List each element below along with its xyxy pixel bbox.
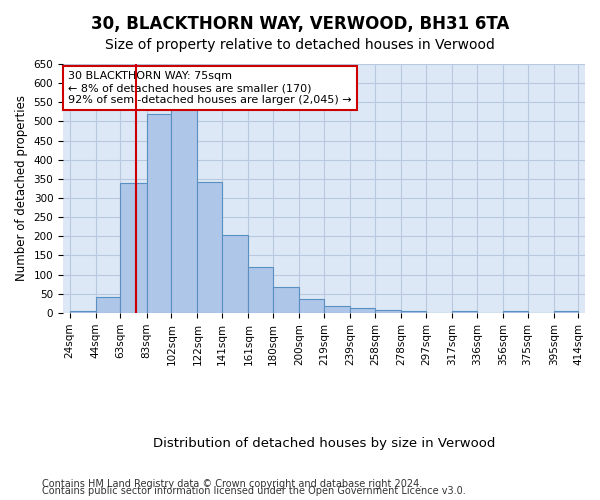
Bar — [222, 235, 248, 313]
Bar — [146, 114, 172, 313]
Text: Contains public sector information licensed under the Open Government Licence v3: Contains public sector information licen… — [42, 486, 466, 496]
Bar — [299, 299, 324, 313]
Bar — [248, 267, 273, 313]
X-axis label: Distribution of detached houses by size in Verwood: Distribution of detached houses by size … — [153, 437, 495, 450]
Bar — [70, 311, 95, 313]
Text: Contains HM Land Registry data © Crown copyright and database right 2024.: Contains HM Land Registry data © Crown c… — [42, 479, 422, 489]
Bar — [503, 311, 527, 313]
Text: 30, BLACKTHORN WAY, VERWOOD, BH31 6TA: 30, BLACKTHORN WAY, VERWOOD, BH31 6TA — [91, 15, 509, 33]
Bar — [350, 308, 375, 313]
Bar — [375, 310, 401, 313]
Bar — [121, 182, 146, 313]
Bar — [554, 311, 578, 313]
Text: 30 BLACKTHORN WAY: 75sqm
← 8% of detached houses are smaller (170)
92% of semi-d: 30 BLACKTHORN WAY: 75sqm ← 8% of detache… — [68, 72, 352, 104]
Bar — [95, 297, 121, 313]
Text: Size of property relative to detached houses in Verwood: Size of property relative to detached ho… — [105, 38, 495, 52]
Bar — [452, 311, 476, 313]
Bar — [401, 311, 426, 313]
Bar — [172, 108, 197, 313]
Bar — [197, 182, 222, 313]
Y-axis label: Number of detached properties: Number of detached properties — [15, 96, 28, 282]
Bar — [273, 287, 299, 313]
Bar — [324, 306, 350, 313]
